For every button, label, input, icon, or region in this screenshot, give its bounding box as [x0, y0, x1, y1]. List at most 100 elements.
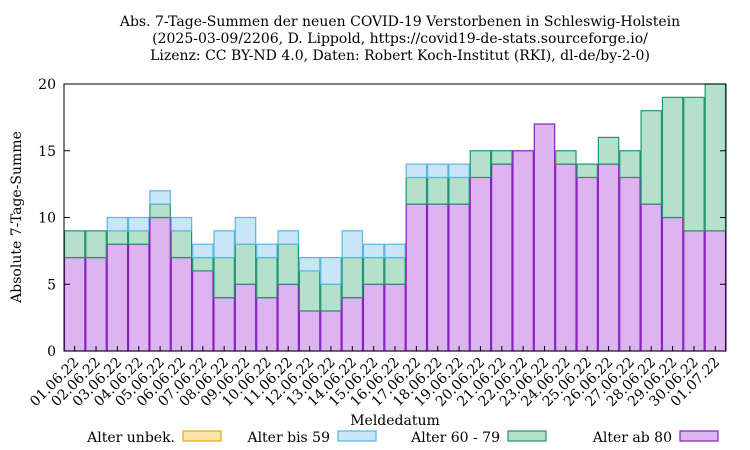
- bar-alter-bis-59-04.06.22: [127, 216, 150, 232]
- bar-alter-60-79-17.06.22: [405, 176, 428, 205]
- bar-alter-ab-80-11.06.22: [277, 283, 300, 352]
- bar-alter-ab-80-03.06.22: [106, 243, 129, 352]
- bar-alter-ab-80-20.06.22: [469, 176, 492, 352]
- bar-alter-ab-80-01.07.22: [704, 230, 727, 352]
- y-axis: 0 5 10 15 20: [38, 77, 726, 360]
- y-tick-label: 15: [38, 144, 56, 160]
- bar-alter-ab-80-16.06.22: [384, 283, 406, 352]
- bar-alter-ab-80-02.06.22: [85, 256, 107, 352]
- bar-alter-ab-80-08.06.22: [213, 297, 235, 352]
- chart-subtitle-1: (2025-03-09/2206, D. Lippold, https://co…: [152, 31, 648, 47]
- bar-alter-bis-59-06.06.22: [170, 216, 193, 232]
- bar-alter-bis-59-18.06.22: [426, 163, 449, 179]
- bar-alter-ab-80-27.06.22: [619, 176, 641, 352]
- legend-label-alter-bis-59: Alter bis 59: [246, 430, 330, 446]
- bar-alter-60-79-26.06.22: [597, 136, 620, 165]
- bar-alter-ab-80-30.06.22: [683, 230, 705, 352]
- bar-alter-ab-80-24.06.22: [555, 163, 577, 352]
- bar-alter-ab-80-25.06.22: [576, 176, 598, 352]
- bar-alter-bis-59-10.06.22: [256, 243, 278, 259]
- bar-alter-60-79-14.06.22: [341, 256, 364, 299]
- bar-alter-60-79-10.06.22: [256, 256, 278, 299]
- bar-alter-bis-59-03.06.22: [106, 216, 129, 232]
- bar-alter-ab-80-04.06.22: [127, 243, 150, 352]
- bar-alter-ab-80-10.06.22: [256, 297, 278, 352]
- bar-alter-ab-80-06.06.22: [170, 256, 193, 352]
- bar-alter-ab-80-15.06.22: [362, 283, 385, 352]
- bar-alter-ab-80-26.06.22: [597, 163, 620, 352]
- y-axis-label: Absolute 7-Tage-Summe: [9, 131, 25, 304]
- bar-alter-bis-59-16.06.22: [384, 243, 406, 259]
- bar-alter-bis-59-13.06.22: [320, 256, 342, 285]
- bar-alter-60-79-01.07.22: [704, 83, 727, 232]
- y-tick-label: 10: [38, 211, 56, 227]
- legend-swatch-alter-ab-80: [679, 430, 719, 442]
- legend-swatch-alter-bis-59: [337, 430, 377, 442]
- bar-alter-ab-80-12.06.22: [298, 310, 321, 352]
- bar-alter-ab-80-19.06.22: [448, 203, 470, 352]
- bar-alter-60-79-25.06.22: [576, 163, 598, 179]
- bar-alter-60-79-18.06.22: [426, 176, 449, 205]
- bar-alter-ab-80-28.06.22: [640, 203, 663, 352]
- y-tick-label: 20: [38, 77, 56, 93]
- bar-alter-ab-80-05.06.22: [149, 216, 171, 352]
- x-axis: 01.06.2202.06.2203.06.2204.06.2205.06.22…: [27, 346, 723, 410]
- bar-alter-ab-80-07.06.22: [192, 270, 214, 352]
- bar-alter-60-79-15.06.22: [362, 256, 385, 285]
- bar-alter-bis-59-09.06.22: [234, 216, 257, 245]
- y-tick-label: 0: [47, 344, 56, 360]
- bar-alter-bis-59-05.06.22: [149, 190, 171, 205]
- bar-alter-60-79-30.06.22: [683, 96, 705, 232]
- bar-alter-60-79-02.06.22: [85, 230, 107, 259]
- bar-alter-60-79-01.06.22: [63, 230, 86, 259]
- bar-alter-60-79-27.06.22: [619, 150, 641, 179]
- bar-alter-60-79-20.06.22: [469, 150, 492, 179]
- bar-alter-bis-59-12.06.22: [298, 256, 321, 272]
- bar-alter-ab-80-18.06.22: [426, 203, 449, 352]
- bar-alter-60-79-12.06.22: [298, 270, 321, 312]
- bar-alter-60-79-13.06.22: [320, 283, 342, 312]
- legend: Alter unbek. Alter bis 59 Alter 60 - 79 Alt…: [86, 430, 719, 446]
- legend-label-alter-unbek: Alter unbek.: [86, 430, 175, 446]
- bar-alter-ab-80-22.06.22: [512, 150, 534, 352]
- x-axis-label: Meldedatum: [350, 413, 440, 429]
- chart-title: Abs. 7-Tage-Summen der neuen COVID-19 Ve…: [119, 14, 681, 30]
- bar-alter-ab-80-17.06.22: [405, 203, 428, 352]
- bar-alter-bis-59-07.06.22: [192, 243, 214, 259]
- y-tick-label: 5: [47, 277, 56, 293]
- bar-alter-ab-80-01.06.22: [63, 256, 86, 352]
- bar-alter-bis-59-08.06.22: [213, 230, 235, 259]
- bar-alter-ab-80-23.06.22: [533, 123, 556, 352]
- bar-alter-ab-80-13.06.22: [320, 310, 342, 352]
- legend-swatch-alter-unbek: [182, 430, 222, 442]
- legend-swatch-alter-60-79: [507, 430, 547, 442]
- bar-alter-ab-80-09.06.22: [234, 283, 257, 352]
- bar-alter-bis-59-15.06.22: [362, 243, 385, 259]
- bar-alter-bis-59-19.06.22: [448, 163, 470, 179]
- bar-alter-60-79-04.06.22: [127, 230, 150, 245]
- bar-alter-ab-80-14.06.22: [341, 297, 364, 352]
- bar-alter-bis-59-14.06.22: [341, 230, 364, 259]
- bar-alter-60-79-16.06.22: [384, 256, 406, 285]
- bar-alter-60-79-29.06.22: [661, 96, 684, 219]
- bar-alter-ab-80-21.06.22: [490, 163, 513, 352]
- bar-alter-60-79-09.06.22: [234, 243, 257, 285]
- bar-alter-60-79-11.06.22: [277, 243, 300, 285]
- bar-alter-60-79-21.06.22: [490, 150, 513, 165]
- bar-alter-60-79-06.06.22: [170, 230, 193, 259]
- bar-alter-60-79-24.06.22: [555, 150, 577, 165]
- chart-subtitle-2: Lizenz: CC BY-ND 4.0, Daten: Robert Koch…: [150, 48, 650, 64]
- legend-label-alter-ab-80: Alter ab 80: [592, 430, 672, 446]
- bar-alter-60-79-19.06.22: [448, 176, 470, 205]
- bar-alter-60-79-03.06.22: [106, 230, 129, 245]
- bar-alter-60-79-07.06.22: [192, 256, 214, 272]
- bar-alter-bis-59-11.06.22: [277, 230, 300, 245]
- bars-layer: [63, 83, 727, 352]
- legend-label-alter-60-79: Alter 60 - 79: [410, 430, 500, 446]
- bar-alter-60-79-08.06.22: [213, 256, 235, 299]
- chart-title-block: Abs. 7-Tage-Summen der neuen COVID-19 Ve…: [0, 14, 750, 65]
- bar-alter-bis-59-17.06.22: [405, 163, 428, 179]
- bar-alter-60-79-28.06.22: [640, 110, 663, 205]
- bar-alter-60-79-05.06.22: [149, 203, 171, 219]
